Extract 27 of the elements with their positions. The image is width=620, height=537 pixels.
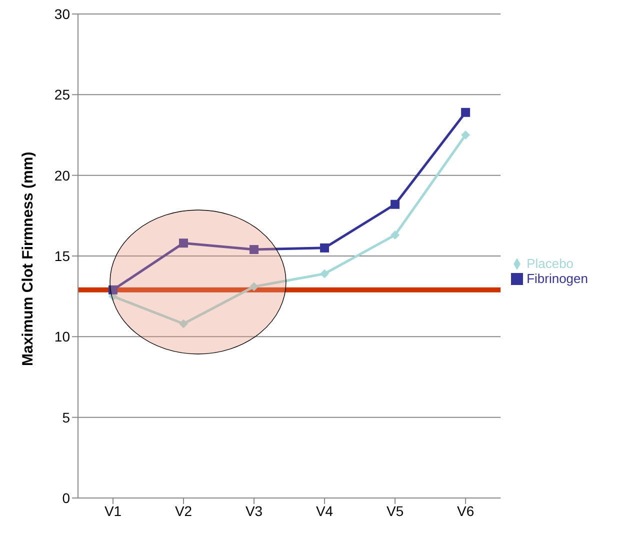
point [108,285,118,294]
y-tick-label: 10 [54,328,70,345]
y-tick-label: 20 [54,167,70,184]
y-tick-label: 30 [54,6,70,22]
legend-label: Fibrinogen [526,270,588,286]
x-tick-label: V3 [245,502,263,519]
point [320,269,330,278]
point [250,245,259,254]
point [179,238,188,248]
point [179,319,188,328]
y-tick-label: 25 [54,86,70,103]
legend-label: Placebo [526,256,574,270]
point [390,230,400,240]
point [390,200,400,209]
x-tick-label: V1 [104,502,122,519]
y-tick-label: 5 [62,409,70,426]
y-tick-label: 0 [62,490,70,506]
x-tick-label: V2 [174,502,192,519]
point [461,108,470,117]
point [250,282,259,292]
x-tick-label: V5 [386,502,404,519]
y-tick-label: 15 [54,248,70,264]
x-tick-label: V4 [316,502,334,519]
x-tick-label: V6 [457,502,474,519]
point [461,130,470,140]
point [320,243,330,252]
y-axis-title: Maximum Clot Firmness (mm) [19,152,36,366]
